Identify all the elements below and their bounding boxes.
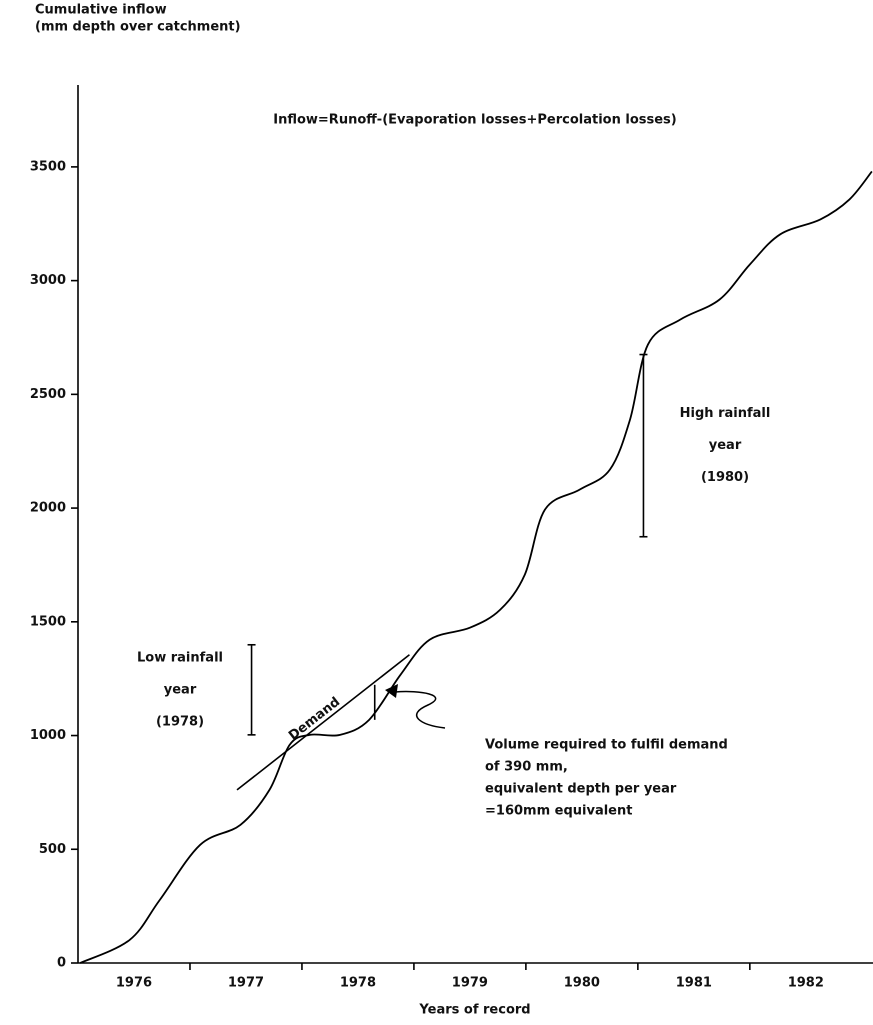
x-tick-label: 1982	[788, 976, 824, 991]
arrow	[394, 690, 446, 729]
annotation: Volume required to fulfil demand	[485, 738, 728, 753]
x-tick-label: 1976	[116, 976, 152, 991]
demand-line	[236, 654, 410, 791]
y-tick-label: 0	[57, 956, 66, 971]
x-axis-label: Years of record	[418, 1003, 530, 1018]
x-tick-label: 1978	[340, 976, 376, 991]
y-axis-label: Cumulative inflow	[35, 3, 167, 18]
y-tick-label: 1000	[30, 728, 66, 743]
x-tick-label: 1977	[228, 976, 264, 991]
annotation: year	[164, 682, 197, 697]
annotation: High rainfall	[680, 406, 771, 421]
chart-title: Inflow=Runoff-(Evaporation losses+Percol…	[273, 113, 676, 128]
y-tick-label: 2500	[30, 387, 66, 402]
y-axis-label: (mm depth over catchment)	[35, 20, 241, 35]
annotation: equivalent depth per year	[485, 782, 677, 797]
line	[79, 170, 873, 964]
y-tick-label: 2000	[30, 501, 66, 516]
annotation: Low rainfall	[137, 650, 223, 665]
annotation: (1980)	[701, 470, 749, 485]
annotation: of 390 mm,	[485, 760, 568, 775]
arrow-head	[385, 684, 398, 698]
x-tick-label: 1981	[676, 976, 712, 991]
annotation: =160mm equivalent	[485, 804, 632, 819]
y-tick-label: 1500	[30, 614, 66, 629]
x-tick-label: 1980	[564, 976, 600, 991]
y-tick-label: 3500	[30, 159, 66, 174]
y-tick-label: 3000	[30, 273, 66, 288]
y-tick-label: 500	[39, 842, 66, 857]
annotation: year	[709, 438, 742, 453]
x-tick-label: 1979	[452, 976, 488, 991]
annotation: (1978)	[156, 714, 204, 729]
